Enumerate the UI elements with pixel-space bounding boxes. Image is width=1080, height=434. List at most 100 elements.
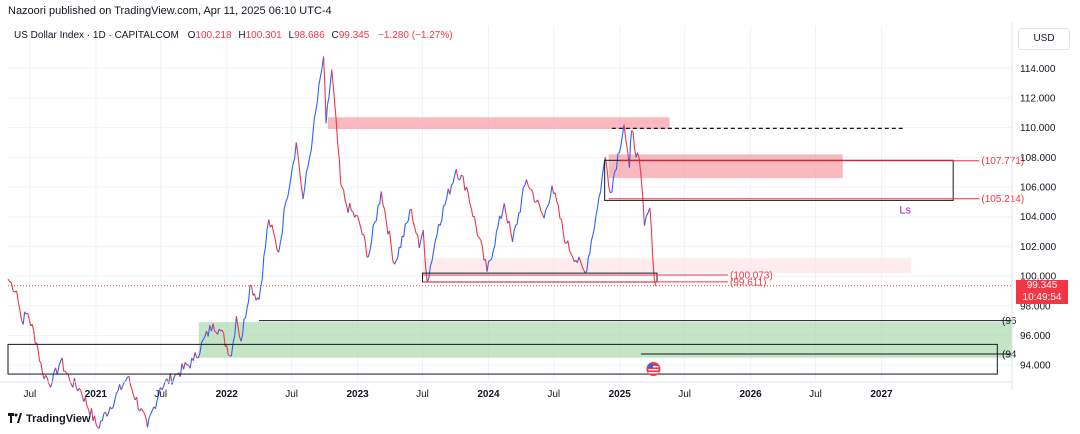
level-label: (94 xyxy=(1002,350,1017,361)
down-segment xyxy=(295,142,299,156)
up-segment xyxy=(614,168,617,172)
down-segment xyxy=(475,226,479,237)
up-segment xyxy=(511,231,515,243)
chart-header: Nazoori published on TradingView.com, Ap… xyxy=(0,0,1080,22)
down-segment xyxy=(580,261,583,267)
down-segment xyxy=(527,185,531,190)
up-segment xyxy=(439,219,443,226)
up-segment xyxy=(247,284,251,302)
tradingview-logo-icon xyxy=(8,413,22,423)
up-segment xyxy=(328,83,331,98)
y-tick-label: 108.000 xyxy=(1020,153,1057,164)
up-segment xyxy=(197,352,201,358)
down-segment xyxy=(344,200,348,206)
price-series xyxy=(7,56,657,429)
up-segment xyxy=(612,170,616,179)
down-segment xyxy=(351,210,354,213)
up-segment xyxy=(643,216,647,226)
up-segment xyxy=(58,360,62,367)
down-segment xyxy=(95,424,99,428)
y-tick-label: 96.000 xyxy=(1020,331,1051,342)
legend-change: −1.280 (−1.27%) xyxy=(378,30,453,41)
down-segment xyxy=(477,235,480,238)
up-segment xyxy=(240,334,244,342)
up-segment xyxy=(620,134,624,146)
published-info: Nazoori published on TradingView.com, Ap… xyxy=(8,5,332,17)
down-segment xyxy=(128,376,132,386)
down-segment xyxy=(637,152,640,158)
down-segment xyxy=(10,282,14,292)
up-segment xyxy=(319,68,323,77)
up-segment xyxy=(161,385,165,391)
down-segment xyxy=(568,250,572,255)
down-segment xyxy=(129,385,133,390)
up-segment xyxy=(290,164,294,177)
up-segment xyxy=(395,258,399,262)
up-segment xyxy=(120,385,124,391)
up-segment xyxy=(302,187,306,199)
down-segment xyxy=(455,169,459,179)
y-tick-label: 104.000 xyxy=(1020,212,1057,223)
us-flag-event-icon xyxy=(646,362,661,376)
up-segment xyxy=(494,231,497,246)
down-segment xyxy=(478,237,482,241)
up-segment xyxy=(106,412,110,417)
down-segment xyxy=(422,230,426,262)
last-price-tag: 99.345 10:49:54 xyxy=(1016,279,1068,304)
up-segment xyxy=(645,212,649,217)
down-segment xyxy=(564,242,567,244)
level-label: (105.214) xyxy=(981,194,1024,205)
currency-button[interactable]: USD xyxy=(1018,28,1070,50)
down-segment xyxy=(649,207,652,227)
up-segment xyxy=(436,224,440,235)
up-segment xyxy=(266,219,270,230)
up-segment xyxy=(192,352,196,361)
up-segment xyxy=(111,406,114,410)
up-segment xyxy=(601,165,605,177)
up-segment xyxy=(245,308,248,319)
down-segment xyxy=(228,354,231,357)
supply-zone xyxy=(608,154,843,179)
last-price-value: 99.345 xyxy=(1026,279,1058,291)
down-segment xyxy=(410,209,414,222)
down-segment xyxy=(84,396,88,406)
down-segment xyxy=(537,199,540,205)
y-tick-label: 94.000 xyxy=(1020,361,1051,372)
down-segment xyxy=(608,186,611,194)
down-segment xyxy=(385,221,389,235)
up-segment xyxy=(230,342,234,357)
down-segment xyxy=(462,176,466,191)
up-segment xyxy=(404,222,408,225)
up-segment xyxy=(489,258,493,261)
up-segment xyxy=(488,259,491,262)
up-segment xyxy=(375,205,379,221)
flag-stripe xyxy=(648,372,659,374)
down-segment xyxy=(570,253,574,258)
up-segment xyxy=(279,232,283,242)
down-segment xyxy=(75,386,79,392)
down-segment xyxy=(37,350,41,362)
up-segment xyxy=(434,234,438,241)
up-segment xyxy=(189,358,193,369)
down-segment xyxy=(525,179,529,186)
down-segment xyxy=(142,410,145,414)
down-segment xyxy=(226,345,229,356)
up-segment xyxy=(546,203,550,207)
down-segment xyxy=(578,256,582,262)
down-segment xyxy=(415,233,419,236)
down-segment xyxy=(131,389,135,396)
down-segment xyxy=(384,209,387,222)
legend-open-value: 100.218 xyxy=(195,30,232,41)
up-segment xyxy=(264,229,268,248)
down-segment xyxy=(530,189,534,193)
up-segment xyxy=(309,150,312,158)
flag-stripe xyxy=(648,366,659,368)
up-segment xyxy=(495,226,499,232)
up-segment xyxy=(112,399,116,408)
down-segment xyxy=(253,293,257,301)
down-segment xyxy=(338,158,342,185)
down-segment xyxy=(335,121,339,146)
up-segment xyxy=(403,223,406,237)
down-segment xyxy=(529,188,532,190)
